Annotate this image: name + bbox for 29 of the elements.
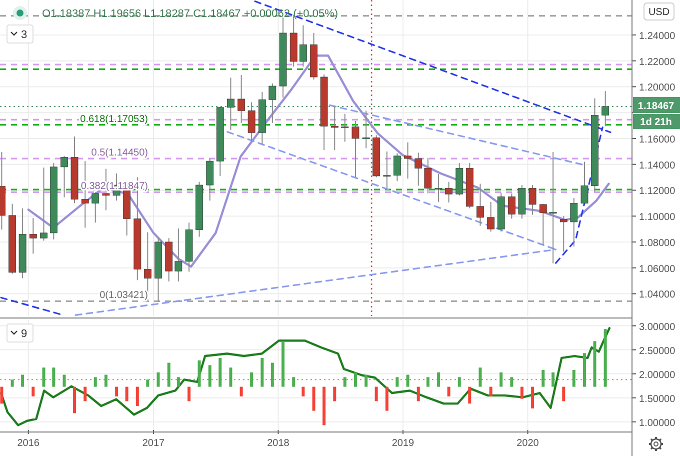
y-tick-label: 1.14000 — [639, 160, 676, 172]
y-tick-label: 1.06000 — [639, 264, 676, 275]
y-tick-label: 1.10000 — [639, 212, 676, 224]
annotation: 9 — [21, 328, 28, 340]
y-tick-label: 1.24000 — [639, 30, 676, 42]
y-tick-label: 2.00000 — [639, 370, 676, 381]
y-tick-label: 1.16000 — [639, 134, 676, 146]
x-tick-label: 2017 — [142, 438, 166, 449]
x-tick-label: 2016 — [17, 438, 40, 449]
y-tick-label: 2.50000 — [639, 346, 676, 357]
y-tick-label: 1.20000 — [639, 82, 676, 94]
x-tick-label: 2020 — [516, 438, 540, 449]
text: USD — [648, 7, 670, 18]
annotation: 3 — [21, 29, 28, 41]
ref-line-label: 0.5(1.14450) — [91, 148, 148, 159]
text: 1d 21h — [640, 117, 672, 128]
y-tick-label: 1.12000 — [639, 186, 676, 198]
ref-line-label: 0.618(1.17053) — [80, 114, 148, 125]
ref-line-label: 0(1.03421) — [100, 290, 148, 302]
y-tick-label: 3.00000 — [639, 322, 676, 333]
y-tick-label: 1.00000 — [639, 418, 676, 429]
x-tick-label: 2019 — [392, 438, 415, 449]
y-tick-label: 1.08000 — [639, 238, 676, 249]
annotation: O1.18387 H1.19656 L1.18287 C1.18467 +0.00062 (+0.05%) — [42, 8, 338, 20]
y-tick-label: 1.22000 — [639, 56, 676, 68]
x-tick-label: 2018 — [267, 438, 290, 449]
y-tick-label: 1.50000 — [639, 394, 676, 405]
text: 1.18467 — [638, 101, 675, 112]
y-tick-label: 1.04000 — [639, 290, 676, 301]
